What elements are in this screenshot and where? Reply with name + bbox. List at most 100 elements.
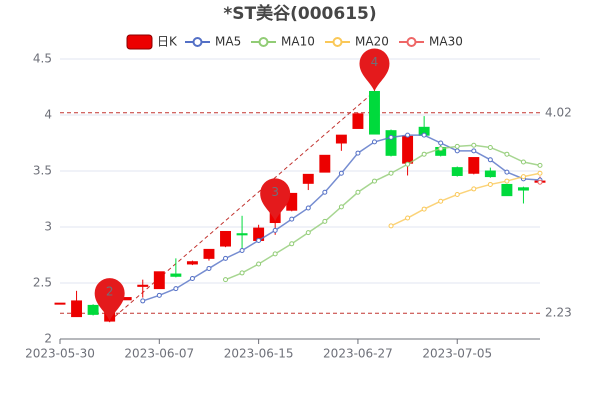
ma-point: [388, 170, 394, 176]
ma-point: [223, 255, 229, 261]
legend-label: MA30: [429, 35, 463, 49]
ma-point: [471, 148, 477, 154]
pin-marker: [94, 278, 125, 322]
legend-icon: [126, 34, 153, 50]
ma-point: [438, 198, 444, 204]
legend-label: 日K: [157, 35, 178, 49]
ma-point: [487, 181, 493, 187]
ma-line: [390, 172, 541, 227]
ma-point: [504, 151, 510, 157]
ma-point: [322, 189, 328, 195]
ma-point: [405, 215, 411, 221]
x-tick-label: 2023-06-07: [124, 347, 194, 361]
candle-body: [319, 154, 331, 173]
y-tick-label: 2.5: [33, 276, 52, 290]
ma-point: [520, 174, 526, 180]
ma-point: [371, 178, 377, 184]
ma-point: [140, 298, 146, 304]
ma-point: [371, 139, 377, 145]
ma-point: [289, 241, 295, 247]
ma-point: [338, 170, 344, 176]
candle-body: [402, 135, 414, 164]
ma-point: [504, 169, 510, 175]
candle-body: [71, 300, 83, 318]
x-tick-label: 2023-06-27: [323, 347, 393, 361]
ma-point: [537, 179, 543, 185]
legend-label: MA20: [355, 35, 389, 49]
ma-point: [256, 261, 262, 267]
ma-point: [355, 189, 361, 195]
ma-point: [305, 230, 311, 236]
ma-point: [239, 270, 245, 276]
candle-body: [369, 90, 380, 135]
candle-body: [302, 173, 314, 184]
trend-line: [109, 91, 375, 322]
ma-point: [223, 277, 229, 283]
ma-point: [537, 162, 543, 168]
ma-point: [421, 151, 427, 157]
pin-label: 3: [271, 185, 279, 199]
ma-point: [189, 276, 195, 282]
pin-label: 4: [371, 55, 379, 69]
y-tick-label: 2: [44, 332, 52, 346]
ma-point: [454, 192, 460, 198]
legend: 日K MA5 MA10 MA20 MA30: [126, 34, 463, 50]
candle-body: [335, 134, 347, 144]
ma-point: [471, 186, 477, 192]
ma-point: [454, 148, 460, 154]
ma-point: [520, 159, 526, 165]
legend-label: MA5: [215, 35, 241, 49]
legend-icon: [332, 37, 343, 47]
ma-point: [421, 206, 427, 212]
candle-body: [153, 271, 165, 290]
ma-point: [305, 205, 311, 211]
ma-point: [355, 150, 361, 156]
legend-icon: [258, 37, 269, 47]
ma-point: [438, 140, 444, 146]
ma-point: [239, 248, 245, 254]
ma-point: [322, 218, 328, 224]
mark-line-label: 2.23: [545, 306, 572, 320]
x-tick-label: 2023-07-05: [422, 347, 492, 361]
y-tick-label: 4.5: [33, 52, 52, 66]
ma-point: [272, 251, 278, 257]
pin-label: 2: [106, 285, 114, 299]
ma-point: [388, 223, 394, 229]
ma-point: [504, 178, 510, 184]
ma-point: [289, 216, 295, 222]
legend-label: MA10: [281, 35, 315, 49]
ma-point: [256, 237, 262, 243]
ma-point: [471, 142, 477, 148]
ma-line: [142, 134, 541, 302]
ma-point: [156, 292, 162, 298]
candle-body: [352, 113, 364, 129]
ma-point: [405, 132, 411, 138]
pin-marker: [359, 48, 390, 92]
candle-body: [484, 170, 496, 178]
candle-body: [54, 302, 66, 305]
ma-point: [388, 134, 394, 140]
ma-point: [338, 204, 344, 210]
ma-point: [405, 161, 411, 167]
mark-line-label: 4.02: [545, 105, 572, 119]
ma-point: [173, 286, 179, 292]
candle-body: [203, 248, 215, 259]
legend-icon: [406, 37, 417, 47]
candle-body: [517, 187, 529, 191]
x-tick-label: 2023-06-15: [224, 347, 294, 361]
ma-point: [272, 227, 278, 233]
y-tick-label: 4: [44, 108, 52, 122]
candle-body: [236, 233, 248, 236]
ma-point: [537, 170, 543, 176]
candle-body: [220, 230, 231, 247]
ma-point: [487, 144, 493, 150]
candle-body: [186, 261, 198, 265]
candle-body: [137, 284, 149, 287]
candle-body: [170, 273, 182, 277]
y-tick-label: 3: [44, 220, 52, 234]
ma-point: [421, 132, 427, 138]
y-tick-label: 3.5: [33, 164, 52, 178]
candle-body: [501, 183, 513, 197]
ma-point: [206, 265, 212, 271]
